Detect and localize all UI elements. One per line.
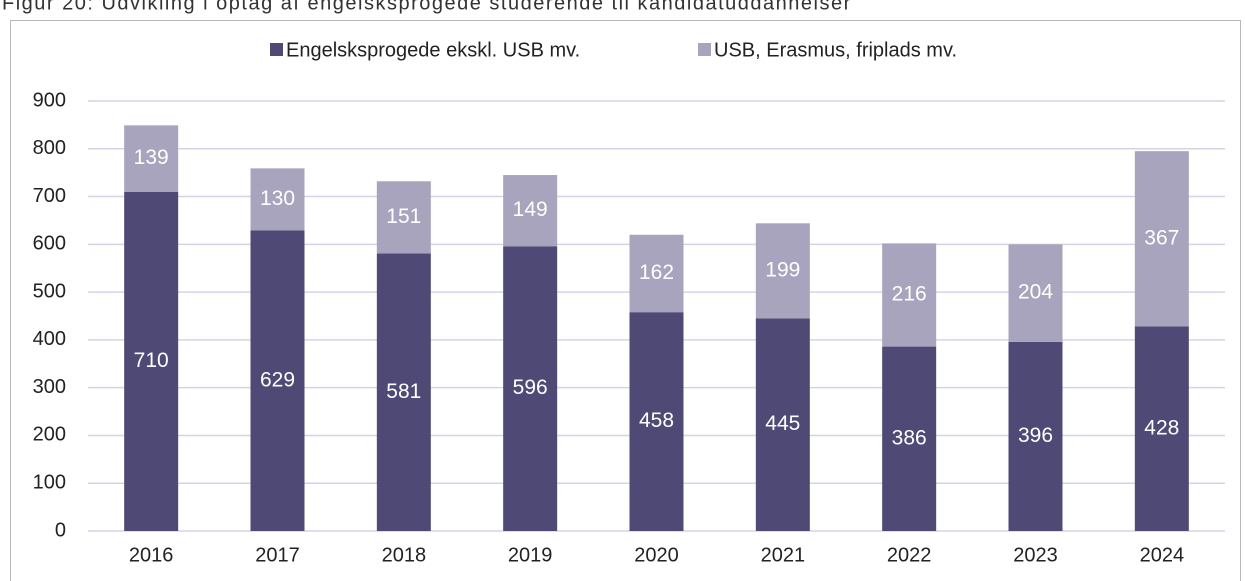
x-tick-label: 2023 [1013, 544, 1058, 566]
legend-label: Engelsksprogede ekskl. USB mv. [286, 39, 580, 61]
bar-segment [250, 230, 305, 531]
x-tick-label: 2019 [508, 544, 553, 566]
bar-segment [755, 223, 810, 319]
bar-segment [250, 168, 305, 231]
y-tick-label: 900 [33, 89, 66, 111]
data-label: 151 [386, 205, 421, 228]
bar-segment [124, 125, 179, 192]
data-label: 386 [892, 426, 927, 449]
data-label: 216 [892, 283, 927, 306]
x-tick-label: 2022 [887, 544, 932, 566]
y-tick-label: 100 [33, 472, 66, 494]
x-tick-label: 2016 [129, 544, 174, 566]
data-label: 204 [1018, 281, 1053, 304]
bar-segment [1134, 326, 1189, 531]
bar-segment [755, 318, 810, 531]
bar-segment [1008, 244, 1063, 342]
x-tick-label: 2017 [255, 544, 300, 566]
chart-title: Figur 20: Udvikling i optag af engelsksp… [2, 0, 852, 14]
y-tick-label: 600 [33, 233, 66, 255]
y-tick-label: 200 [33, 424, 66, 446]
data-label: 149 [513, 198, 548, 221]
data-label: 367 [1144, 226, 1179, 249]
bar-segment [629, 234, 684, 313]
y-tick-label: 500 [33, 280, 66, 302]
x-tick-label: 2021 [761, 544, 806, 566]
y-tick-label: 700 [33, 185, 66, 207]
legend-swatch [270, 43, 283, 56]
data-label: 428 [1144, 416, 1179, 439]
data-label: 710 [134, 349, 169, 372]
bar-segment [124, 191, 179, 531]
bar-segment [503, 246, 558, 531]
data-label: 162 [639, 261, 674, 284]
x-tick-label: 2020 [634, 544, 679, 566]
bar-segment [882, 346, 937, 531]
data-label: 199 [765, 258, 800, 281]
y-tick-label: 300 [33, 376, 66, 398]
data-label: 445 [765, 412, 800, 435]
legend-swatch [698, 43, 711, 56]
data-label: 458 [639, 409, 674, 432]
data-label: 581 [386, 380, 421, 403]
data-label: 629 [260, 368, 295, 391]
data-label: 596 [513, 376, 548, 399]
x-tick-label: 2024 [1140, 544, 1185, 566]
data-label: 139 [134, 146, 169, 169]
bar-segment [1134, 151, 1189, 327]
chart-frame [10, 20, 1241, 581]
bar-segment [629, 312, 684, 531]
y-tick-label: 800 [33, 137, 66, 159]
data-label: 396 [1018, 424, 1053, 447]
x-tick-label: 2018 [382, 544, 427, 566]
bar-segment [1008, 341, 1063, 531]
bar-segment [376, 253, 431, 531]
legend-label: USB, Erasmus, friplads mv. [714, 39, 957, 61]
y-tick-label: 400 [33, 328, 66, 350]
bar-segment [376, 181, 431, 254]
data-label: 130 [260, 187, 295, 210]
y-tick-label: 0 [55, 519, 66, 541]
bar-segment [882, 243, 937, 347]
bar-segment [503, 175, 558, 247]
